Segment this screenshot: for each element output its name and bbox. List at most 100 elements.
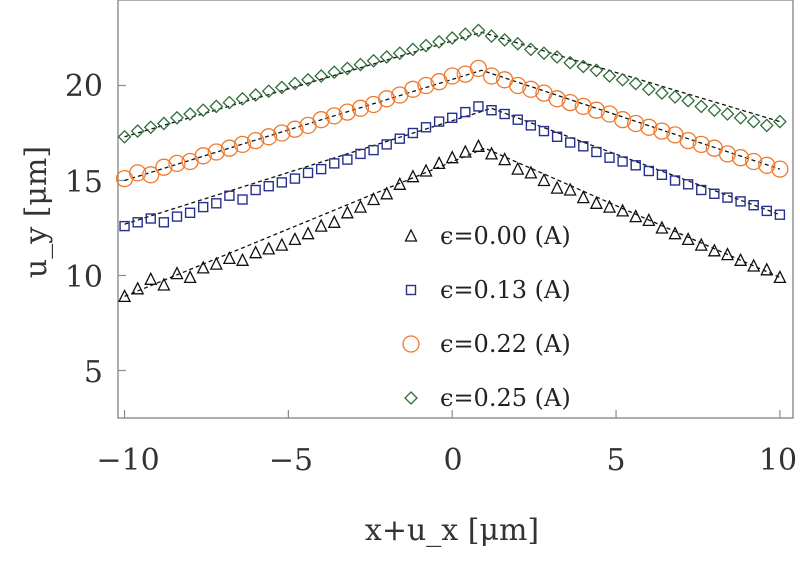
y-tick-label-5: 5 [84, 355, 103, 390]
data-points [115, 23, 789, 303]
point-series-0-31 [524, 165, 538, 179]
point-series-1-30 [512, 114, 523, 125]
marker-series-3-46 [720, 107, 735, 121]
marker-series-0-50 [773, 269, 787, 284]
point-series-0-33 [550, 180, 564, 194]
marker-series-1-36 [591, 146, 602, 158]
point-series-2-3 [155, 158, 173, 176]
point-series-0-20 [380, 186, 394, 200]
marker-series-0-20 [380, 186, 394, 200]
point-series-2-33 [548, 90, 566, 108]
point-series-3-16 [327, 65, 342, 80]
marker-series-3-20 [379, 50, 394, 64]
x-tick-label-neg5: −5 [269, 443, 313, 478]
point-series-2-8 [220, 139, 239, 157]
point-series-3-8 [222, 95, 237, 110]
point-series-1-25 [447, 112, 458, 124]
point-series-0-9 [235, 252, 250, 266]
point-series-0-21 [393, 176, 407, 190]
point-series-0-36 [589, 195, 603, 209]
marker-series-1-47 [735, 196, 746, 207]
marker-series-0-16 [327, 214, 341, 228]
marker-series-3-25 [445, 31, 460, 45]
marker-series-0-49 [760, 262, 774, 276]
marker-series-0-25 [445, 150, 459, 164]
marker-series-1-31 [525, 120, 537, 131]
point-series-1-7 [211, 198, 222, 209]
point-series-2-48 [745, 152, 763, 171]
point-series-2-28 [482, 67, 501, 85]
marker-series-1-21 [394, 133, 405, 144]
point-series-3-10 [248, 88, 263, 102]
marker-series-1-8 [224, 190, 235, 201]
marker-series-1-25 [447, 112, 458, 124]
marker-series-0-38 [616, 203, 630, 217]
marker-series-2-36 [587, 101, 606, 119]
marker-series-2-31 [522, 80, 540, 98]
marker-series-1-45 [709, 188, 720, 200]
series-1-points [119, 101, 786, 232]
marker-series-0-39 [629, 209, 643, 223]
legend-marker-diamond [404, 391, 418, 405]
point-series-3-21 [392, 46, 407, 61]
point-series-0-18 [353, 199, 368, 213]
marker-series-2-16 [325, 107, 343, 125]
marker-series-0-11 [262, 241, 276, 255]
point-series-1-40 [643, 165, 655, 177]
point-series-2-16 [325, 107, 343, 125]
point-series-0-22 [406, 169, 420, 183]
point-series-3-30 [510, 36, 525, 51]
marker-series-2-11 [260, 128, 278, 146]
point-series-1-27 [473, 101, 484, 112]
point-series-1-21 [394, 133, 405, 144]
marker-series-0-19 [367, 192, 381, 206]
marker-series-3-1 [130, 124, 145, 139]
marker-series-0-5 [183, 269, 197, 284]
marker-series-0-2 [144, 271, 158, 285]
point-series-3-42 [668, 89, 682, 104]
point-series-0-45 [707, 243, 721, 257]
series-0-points [118, 138, 787, 303]
marker-series-2-6 [194, 147, 212, 165]
marker-series-0-1 [131, 281, 145, 295]
point-series-3-23 [419, 38, 433, 53]
point-series-3-45 [707, 103, 722, 118]
marker-series-1-19 [368, 144, 379, 156]
marker-series-1-49 [761, 205, 772, 217]
marker-series-3-23 [419, 38, 433, 53]
marker-series-2-28 [482, 67, 501, 85]
point-series-1-37 [604, 152, 615, 163]
point-series-1-10 [250, 184, 261, 196]
marker-series-0-10 [249, 245, 263, 259]
marker-series-3-34 [563, 55, 578, 70]
marker-series-2-17 [338, 103, 357, 121]
marker-series-2-23 [417, 76, 435, 95]
marker-series-3-15 [314, 69, 329, 83]
legend-marker-shape-3 [404, 391, 418, 405]
marker-series-1-15 [315, 163, 327, 175]
marker-series-3-36 [589, 63, 604, 78]
marker-series-0-8 [222, 250, 236, 265]
point-series-0-11 [262, 241, 276, 255]
marker-series-1-40 [643, 165, 655, 177]
point-series-2-39 [627, 114, 645, 133]
point-series-0-47 [734, 252, 748, 266]
series-2-points [115, 59, 789, 188]
marker-series-2-9 [233, 135, 252, 154]
point-series-2-35 [574, 97, 592, 116]
point-series-3-36 [589, 63, 604, 78]
marker-series-0-21 [393, 176, 407, 190]
marker-series-1-27 [473, 101, 484, 112]
marker-series-1-41 [656, 169, 668, 181]
point-series-1-18 [355, 148, 366, 160]
marker-series-2-48 [745, 152, 763, 171]
point-series-1-49 [761, 205, 772, 217]
legend-marker-shape-2 [402, 335, 420, 353]
marker-series-0-0 [118, 288, 132, 303]
point-series-2-23 [417, 76, 435, 95]
marker-series-1-23 [420, 122, 432, 133]
point-series-1-48 [748, 199, 759, 211]
marker-series-3-47 [733, 110, 748, 125]
marker-series-1-39 [630, 160, 641, 171]
marker-series-3-41 [655, 86, 669, 101]
